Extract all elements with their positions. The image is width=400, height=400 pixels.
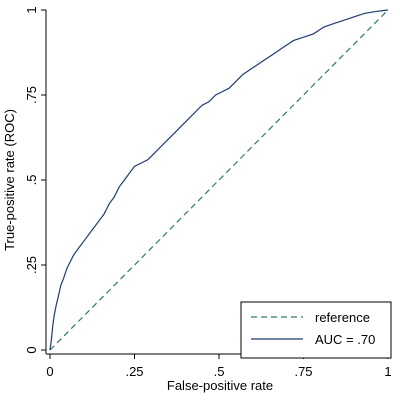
y-axis-title: True-positive rate (ROC) bbox=[2, 109, 17, 251]
x-tick-label: 1 bbox=[384, 364, 391, 379]
x-tick-label: .75 bbox=[294, 364, 312, 379]
x-axis-title: False-positive rate bbox=[167, 378, 273, 393]
x-tick-label: 0 bbox=[46, 364, 53, 379]
legend-label: reference bbox=[315, 310, 370, 325]
legend: reference AUC = .70 bbox=[240, 301, 392, 359]
x-tick-label: .25 bbox=[125, 364, 143, 379]
x-tick-label: .5 bbox=[214, 364, 225, 379]
y-tick-label: .25 bbox=[24, 256, 39, 274]
series-layer bbox=[49, 9, 389, 351]
legend-label: AUC = .70 bbox=[315, 332, 375, 347]
y-tick-label: .5 bbox=[24, 175, 39, 186]
roc-curve bbox=[49, 9, 389, 351]
y-tick-label: .75 bbox=[24, 86, 39, 104]
legend-box bbox=[240, 301, 392, 359]
y-tick-label: 0 bbox=[24, 346, 39, 353]
y-tick-label: 1 bbox=[24, 6, 39, 13]
y-ticks: 0 .25 .5 .75 1 bbox=[24, 6, 46, 354]
